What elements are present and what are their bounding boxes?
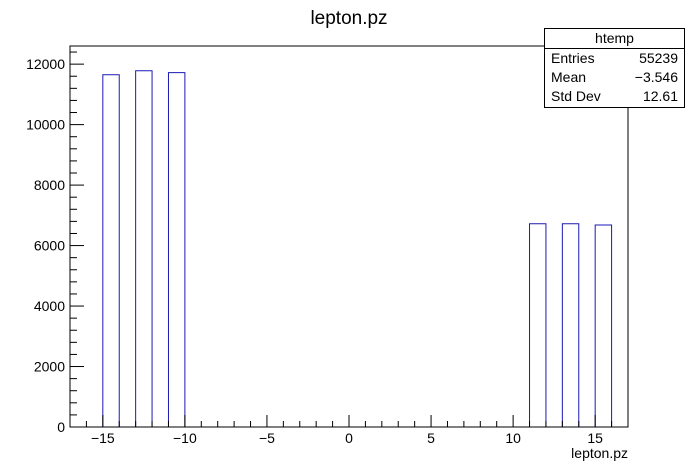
x-axis-label: lepton.pz [571, 445, 628, 461]
y-tick-label: 0 [57, 419, 65, 435]
histogram-bar [167, 72, 186, 427]
stats-row-mean: Mean −3.546 [545, 68, 684, 87]
stats-row-entries: Entries 55239 [545, 49, 684, 68]
stats-label: Mean [551, 69, 587, 85]
stats-label: Entries [551, 50, 595, 66]
stats-value: 55239 [639, 50, 678, 66]
y-tick-label: 10000 [26, 117, 65, 133]
stats-value: 12.61 [642, 88, 678, 104]
y-tick-label: 2000 [34, 359, 65, 375]
x-axis: −15 −10 −5 0 5 10 15 [69, 415, 629, 446]
histogram-bar [102, 74, 120, 427]
stats-label: Std Dev [551, 88, 601, 104]
y-tick-label: 8000 [34, 177, 65, 193]
y-tick-label: 12000 [26, 56, 65, 72]
stats-row-stddev: Std Dev 12.61 [545, 87, 684, 106]
x-tick-label: −15 [91, 430, 115, 446]
x-tick-label: 15 [587, 430, 603, 446]
x-tick-label: 10 [505, 430, 521, 446]
histogram-bar [135, 70, 153, 427]
stats-box: htemp Entries 55239 Mean −3.546 Std Dev … [544, 28, 685, 108]
x-tick-label: −10 [173, 430, 197, 446]
x-tick-label: 0 [345, 430, 353, 446]
histogram-bars [102, 70, 613, 427]
y-tick-label: 6000 [34, 238, 65, 254]
stats-title: htemp [545, 29, 684, 49]
histogram-bar [594, 224, 613, 427]
y-axis: 0 2000 4000 6000 8000 10000 12000 [26, 51, 84, 435]
histogram-bar [561, 223, 580, 427]
y-tick-label: 4000 [34, 298, 65, 314]
histogram-bar [529, 223, 547, 427]
x-tick-label: −5 [259, 430, 275, 446]
stats-value: −3.546 [634, 69, 678, 85]
x-tick-label: 5 [427, 430, 435, 446]
chart-title: lepton.pz [310, 8, 387, 29]
